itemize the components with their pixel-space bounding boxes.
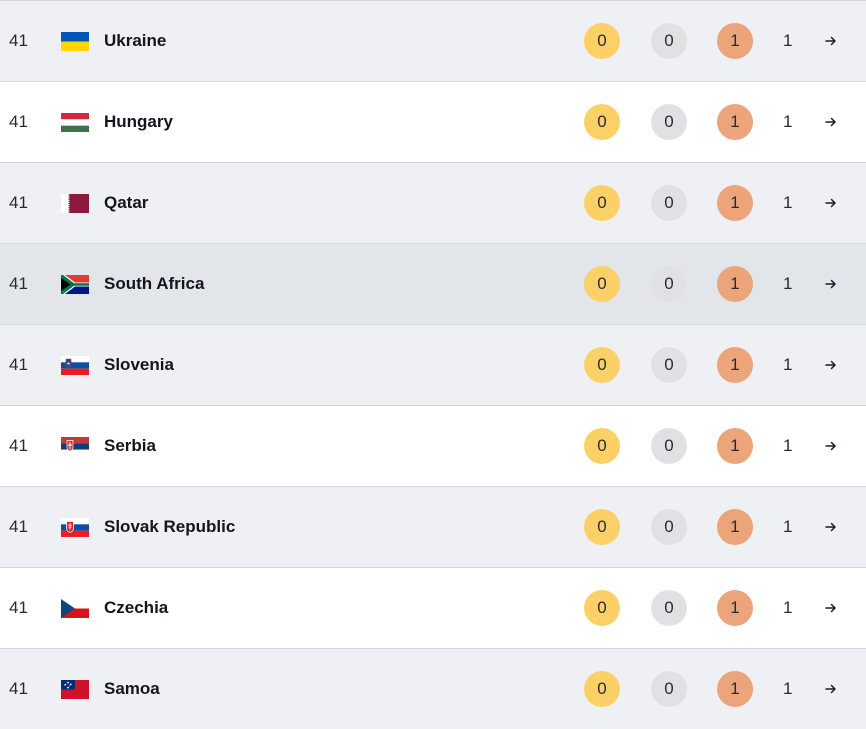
bronze-medal-count: 1 <box>717 509 753 545</box>
gold-medal-count: 0 <box>584 428 620 464</box>
silver-medal-count: 0 <box>651 23 687 59</box>
total-medal-count: 1 <box>783 112 793 131</box>
rank-label: 41 <box>9 112 28 131</box>
country-name: South Africa <box>104 274 205 293</box>
rank-label: 41 <box>9 274 28 293</box>
arrow-right-icon[interactable] <box>824 194 838 212</box>
country-name: Hungary <box>104 112 173 131</box>
bronze-medal-count: 1 <box>717 347 753 383</box>
total-medal-count: 1 <box>783 679 793 698</box>
south-africa-flag-icon <box>61 275 89 294</box>
bronze-medal-count: 1 <box>717 590 753 626</box>
arrow-right-icon[interactable] <box>824 275 838 293</box>
country-name: Samoa <box>104 679 160 698</box>
serbia-flag-icon <box>61 437 89 456</box>
country-name: Ukraine <box>104 31 167 50</box>
table-row[interactable]: 41 Hungary 0 0 1 1 <box>0 81 866 162</box>
gold-medal-count: 0 <box>584 185 620 221</box>
total-medal-count: 1 <box>783 598 793 617</box>
table-row[interactable]: 41 Czechia 0 0 1 1 <box>0 567 866 648</box>
bronze-medal-count: 1 <box>717 266 753 302</box>
gold-medal-count: 0 <box>584 104 620 140</box>
total-medal-count: 1 <box>783 436 793 455</box>
silver-medal-count: 0 <box>651 347 687 383</box>
arrow-right-icon[interactable] <box>824 437 838 455</box>
czechia-flag-icon <box>61 599 89 618</box>
country-name: Czechia <box>104 598 169 617</box>
slovak-republic-flag-icon <box>61 518 89 537</box>
total-medal-count: 1 <box>783 193 793 212</box>
country-name: Serbia <box>104 436 156 455</box>
arrow-right-icon[interactable] <box>824 518 838 536</box>
gold-medal-count: 0 <box>584 347 620 383</box>
country-name: Qatar <box>104 193 149 212</box>
samoa-flag-icon <box>61 680 89 699</box>
table-row[interactable]: 41 Slovak Republic 0 0 1 1 <box>0 486 866 567</box>
country-name: Slovak Republic <box>104 517 236 536</box>
gold-medal-count: 0 <box>584 266 620 302</box>
table-row[interactable]: 41 Samoa 0 0 1 1 <box>0 648 866 729</box>
silver-medal-count: 0 <box>651 266 687 302</box>
table-row[interactable]: 41 Serbia 0 0 1 1 <box>0 405 866 486</box>
rank-label: 41 <box>9 517 28 536</box>
rank-label: 41 <box>9 679 28 698</box>
country-name: Slovenia <box>104 355 174 374</box>
gold-medal-count: 0 <box>584 590 620 626</box>
ukraine-flag-icon <box>61 32 89 51</box>
gold-medal-count: 0 <box>584 23 620 59</box>
slovenia-flag-icon <box>61 356 89 375</box>
bronze-medal-count: 1 <box>717 104 753 140</box>
silver-medal-count: 0 <box>651 428 687 464</box>
table-row[interactable]: 41 Ukraine 0 0 1 1 <box>0 0 866 81</box>
arrow-right-icon[interactable] <box>824 599 838 617</box>
silver-medal-count: 0 <box>651 185 687 221</box>
arrow-right-icon[interactable] <box>824 356 838 374</box>
total-medal-count: 1 <box>783 31 793 50</box>
table-row[interactable]: 41 South Africa 0 0 1 1 <box>0 243 866 324</box>
rank-label: 41 <box>9 598 28 617</box>
silver-medal-count: 0 <box>651 509 687 545</box>
qatar-flag-icon <box>61 194 89 213</box>
total-medal-count: 1 <box>783 274 793 293</box>
rank-label: 41 <box>9 355 28 374</box>
hungary-flag-icon <box>61 113 89 132</box>
table-row[interactable]: 41 Slovenia 0 0 1 1 <box>0 324 866 405</box>
arrow-right-icon[interactable] <box>824 680 838 698</box>
bronze-medal-count: 1 <box>717 428 753 464</box>
silver-medal-count: 0 <box>651 671 687 707</box>
bronze-medal-count: 1 <box>717 671 753 707</box>
gold-medal-count: 0 <box>584 671 620 707</box>
rank-label: 41 <box>9 31 28 50</box>
rank-label: 41 <box>9 436 28 455</box>
bronze-medal-count: 1 <box>717 23 753 59</box>
table-row[interactable]: 41 Qatar 0 0 1 1 <box>0 162 866 243</box>
total-medal-count: 1 <box>783 517 793 536</box>
gold-medal-count: 0 <box>584 509 620 545</box>
rank-label: 41 <box>9 193 28 212</box>
arrow-right-icon[interactable] <box>824 32 838 50</box>
arrow-right-icon[interactable] <box>824 113 838 131</box>
silver-medal-count: 0 <box>651 590 687 626</box>
silver-medal-count: 0 <box>651 104 687 140</box>
bronze-medal-count: 1 <box>717 185 753 221</box>
total-medal-count: 1 <box>783 355 793 374</box>
